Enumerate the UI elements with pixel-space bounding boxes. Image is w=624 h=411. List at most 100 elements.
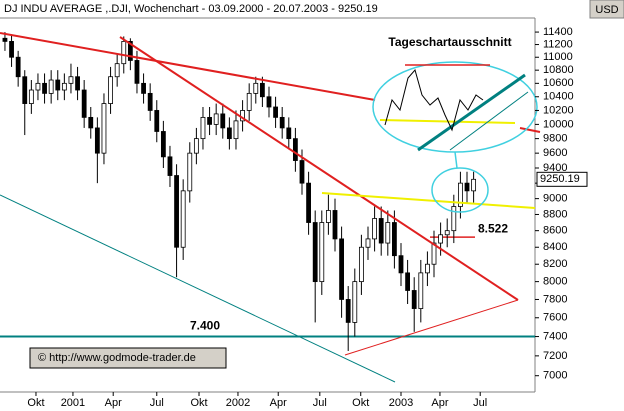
candle-body: [325, 210, 331, 223]
candle-body: [200, 116, 206, 140]
candle-body: [259, 82, 265, 98]
candle-body: [147, 92, 153, 111]
y-tick-label: 7000: [543, 370, 567, 382]
candle-body: [444, 230, 450, 236]
x-tick-label: Jul: [313, 397, 327, 409]
candle-body: [464, 182, 470, 192]
trend-lines: [0, 32, 541, 383]
candle-body: [306, 182, 311, 223]
zoom-circle: [431, 167, 489, 213]
candle-body: [339, 238, 344, 300]
candle-body: [94, 127, 100, 154]
y-tick-label: 7200: [543, 350, 567, 362]
candle-body: [418, 272, 424, 309]
candle-body: [127, 41, 133, 61]
candle-body: [372, 218, 377, 240]
candle-body: [114, 63, 120, 78]
y-tick-label: 10000: [543, 118, 574, 130]
candle-body: [352, 281, 358, 323]
candle-body: [431, 242, 437, 265]
candle-body: [101, 103, 107, 154]
x-tick-label: Okt: [352, 397, 369, 409]
x-tick-label: Jul: [150, 397, 164, 409]
x-tick-label: Apr: [270, 397, 287, 409]
candle-body: [358, 246, 364, 283]
y-tick-label: 9600: [543, 147, 567, 159]
x-tick-label: Jul: [473, 397, 487, 409]
unit-label: USD: [595, 4, 618, 16]
x-tick-label: Okt: [190, 397, 207, 409]
candle-body: [108, 76, 113, 104]
candle-body: [22, 76, 28, 104]
candle-body: [220, 113, 226, 129]
candle-body: [55, 79, 61, 91]
trend-line: [344, 299, 519, 356]
candle-body: [61, 82, 67, 91]
candle-body: [246, 92, 252, 111]
y-tick-label: 9000: [543, 193, 567, 205]
copyright: © http://www.godmode-trader.de: [38, 352, 196, 364]
y-tick-label: 7800: [543, 293, 567, 305]
candle-body: [312, 222, 318, 283]
candle-body: [471, 178, 477, 192]
chart-title: DJ INDU AVERAGE ,.DJI, Wochenchart - 03.…: [4, 3, 378, 15]
candle-body: [266, 96, 272, 108]
y-tick-label: 9800: [543, 133, 567, 145]
candle-body: [9, 41, 14, 58]
candle-body: [458, 182, 463, 207]
trend-line: [321, 192, 536, 209]
candle-body: [332, 210, 338, 240]
candle-body: [193, 138, 199, 154]
y-tick-label: 11000: [543, 51, 573, 63]
candle-body: [154, 110, 160, 132]
copyright-box: [29, 347, 227, 369]
unit-box: [589, 0, 624, 19]
candle-body: [378, 218, 384, 244]
y-tick-label: 7400: [543, 330, 567, 342]
candle-body: [319, 222, 325, 283]
candle-body: [15, 56, 21, 78]
candle-body: [273, 106, 278, 118]
x-tick-label: 2002: [226, 397, 250, 409]
x-tick-label: Okt: [27, 397, 44, 409]
trend-line: [519, 127, 541, 133]
y-tick-label: 9400: [543, 162, 567, 174]
candle-body: [279, 116, 285, 129]
candle-body: [286, 127, 292, 140]
candle-body: [28, 89, 34, 104]
candle-body: [385, 222, 391, 244]
candle-body: [365, 238, 371, 248]
candle-body: [180, 190, 186, 248]
candle-body: [292, 138, 298, 161]
candle-body: [345, 299, 351, 323]
last-value-label: 9250.19: [540, 173, 580, 185]
candle-body: [411, 290, 417, 309]
last-value-box: [536, 171, 588, 187]
plot: [0, 32, 535, 351]
candle-body: [253, 82, 259, 94]
inset-sketch: [384, 68, 484, 132]
candle-body: [68, 76, 74, 84]
level-label: 8.522: [478, 221, 508, 235]
candle-body: [81, 89, 87, 118]
y-tick-label: 8200: [543, 258, 567, 270]
candle-body: [167, 156, 173, 176]
candle-body: [2, 37, 8, 42]
y-tick-label: 11200: [543, 38, 573, 50]
candle-body: [141, 82, 146, 94]
x-tick-label: Apr: [105, 397, 122, 409]
y-tick-label: 10600: [543, 77, 574, 89]
y-tick-label: 10200: [543, 104, 574, 116]
trend-line: [119, 36, 519, 301]
candle-body: [187, 152, 193, 192]
candle-body: [174, 175, 179, 248]
x-tick-label: 2003: [389, 397, 413, 409]
candle-body: [299, 160, 305, 184]
candle-body: [226, 127, 232, 140]
inset-title: Tageschartausschnitt: [388, 35, 511, 49]
inset-line: [417, 73, 526, 152]
candle-body: [160, 131, 166, 158]
candle-body: [438, 234, 444, 244]
y-tick-label: 8600: [543, 225, 567, 237]
